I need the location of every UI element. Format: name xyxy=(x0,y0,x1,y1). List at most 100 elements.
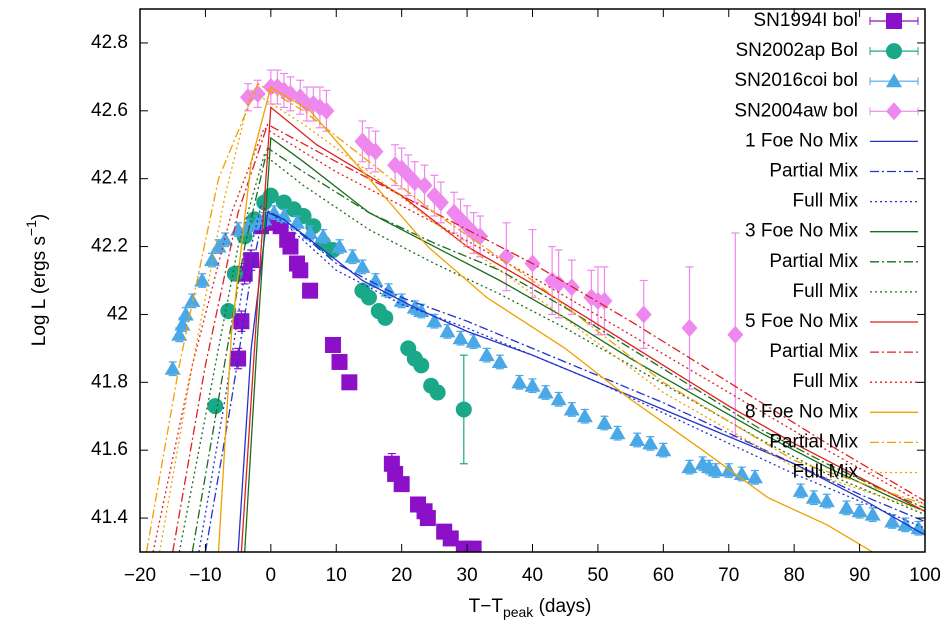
marker xyxy=(289,214,305,229)
marker xyxy=(174,316,191,331)
marker xyxy=(426,313,443,328)
x-tick-label: 70 xyxy=(718,565,739,586)
marker xyxy=(886,43,902,60)
y-tick-label: 42.8 xyxy=(91,32,128,53)
legend-label: 5 Foe No Mix xyxy=(745,311,858,332)
marker xyxy=(256,211,273,226)
legend-label: Full Mix xyxy=(793,462,859,483)
marker xyxy=(432,193,449,212)
marker xyxy=(226,265,243,282)
marker xyxy=(419,510,436,527)
model-line xyxy=(152,126,925,552)
marker xyxy=(318,101,335,120)
marker xyxy=(576,408,593,423)
marker xyxy=(367,272,384,287)
y-tick-label: 42.4 xyxy=(91,168,128,189)
y-tick-label: 42 xyxy=(107,303,128,324)
x-tick-label: 100 xyxy=(909,565,941,586)
legend-label: 1 Foe No Mix xyxy=(745,130,858,151)
x-label-unit: (days) xyxy=(533,596,591,617)
marker xyxy=(524,377,541,392)
marker xyxy=(838,499,855,514)
marker xyxy=(455,401,472,418)
marker xyxy=(184,292,201,307)
marker xyxy=(164,360,181,375)
marker xyxy=(171,326,188,341)
marker xyxy=(642,435,659,450)
marker xyxy=(302,224,319,239)
legend-label: Partial Mix xyxy=(769,431,858,452)
y-tick-label: 41.6 xyxy=(91,439,128,460)
marker xyxy=(886,73,902,88)
marker xyxy=(851,503,868,518)
marker xyxy=(563,401,580,416)
marker xyxy=(354,258,371,273)
marker xyxy=(550,274,567,293)
marker xyxy=(746,469,763,484)
x-label-main: T−T xyxy=(469,596,504,617)
y-label-main: Log L (ergs s xyxy=(29,236,50,346)
x-tick-label: −20 xyxy=(124,565,156,586)
legend-label: SN2004aw bol xyxy=(734,100,858,121)
marker xyxy=(331,353,348,370)
marker xyxy=(272,218,289,235)
marker xyxy=(452,330,469,345)
marker xyxy=(292,262,309,279)
marker xyxy=(910,520,925,535)
legend-label: Full Mix xyxy=(793,371,859,392)
marker xyxy=(727,325,744,344)
marker xyxy=(207,398,224,415)
marker xyxy=(465,540,482,552)
y-label-sup: −1 xyxy=(23,220,39,236)
marker xyxy=(230,350,247,367)
marker xyxy=(609,425,626,440)
marker xyxy=(478,347,495,362)
marker xyxy=(377,309,394,326)
marker xyxy=(233,313,250,330)
marker xyxy=(681,319,698,338)
marker xyxy=(243,252,260,269)
legend: SN1994I bol SN2002ap Bol SN2016coi bol SN20… xyxy=(734,10,919,483)
model-line xyxy=(244,136,925,552)
y-axis-label: Log L (ergs s−1) xyxy=(23,214,50,346)
marker xyxy=(367,142,384,161)
marker xyxy=(707,462,724,477)
marker xyxy=(511,374,528,389)
marker xyxy=(341,374,358,391)
legend-label: SN2002ap Bol xyxy=(735,40,858,61)
legend-label: SN1994I bol xyxy=(753,10,858,31)
marker xyxy=(266,204,283,219)
legend-label: Full Mix xyxy=(793,281,859,302)
y-tick-label: 42.2 xyxy=(91,236,128,257)
marker xyxy=(465,333,482,348)
x-tick-label: 50 xyxy=(587,565,608,586)
marker xyxy=(629,432,646,447)
x-tick-label: 20 xyxy=(391,565,412,586)
model-line xyxy=(240,106,925,552)
model-line xyxy=(158,89,925,552)
marker xyxy=(884,513,901,528)
marker xyxy=(194,272,211,287)
x-tick-label: 90 xyxy=(849,565,870,586)
x-tick-label: −10 xyxy=(189,565,221,586)
marker xyxy=(429,384,446,401)
model-line xyxy=(198,204,925,552)
marker xyxy=(324,336,341,353)
marker xyxy=(805,489,822,504)
x-tick-label: 30 xyxy=(457,565,478,586)
marker xyxy=(733,465,750,480)
marker xyxy=(792,482,809,497)
marker xyxy=(818,493,835,508)
model-line xyxy=(172,123,925,552)
marker xyxy=(596,291,613,310)
marker xyxy=(596,415,613,430)
model-line xyxy=(191,147,925,552)
legend-label: Partial Mix xyxy=(769,251,858,272)
marker xyxy=(498,247,515,266)
plot-area xyxy=(145,69,925,552)
marker xyxy=(177,306,194,321)
y-label-end: ) xyxy=(29,214,50,220)
x-tick-label: 40 xyxy=(522,565,543,586)
